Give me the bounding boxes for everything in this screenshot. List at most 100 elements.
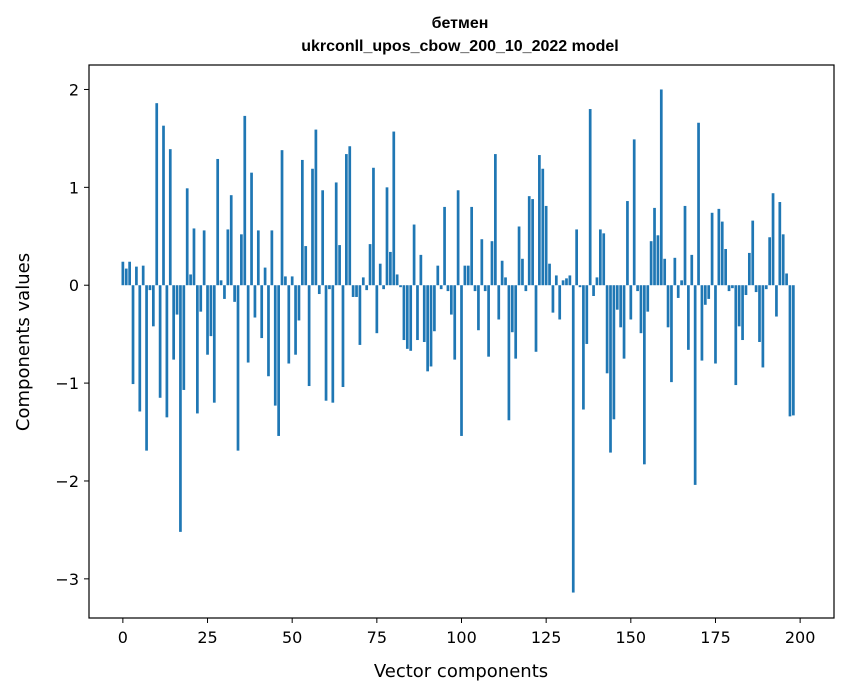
bar bbox=[416, 285, 419, 341]
bar bbox=[568, 275, 572, 286]
bar bbox=[172, 285, 176, 360]
bar bbox=[372, 167, 375, 286]
bar bbox=[734, 285, 738, 386]
bar bbox=[541, 168, 545, 286]
bar bbox=[646, 285, 650, 312]
bar bbox=[287, 285, 291, 364]
bar bbox=[480, 239, 484, 286]
bar bbox=[334, 182, 338, 286]
bar bbox=[775, 285, 778, 317]
bar bbox=[453, 285, 457, 360]
bar bbox=[548, 263, 551, 286]
bar bbox=[212, 285, 216, 403]
bar bbox=[582, 285, 585, 410]
bar bbox=[571, 285, 575, 593]
x-axis-ticks: 0 25 50 75 100 125 150 175 200 bbox=[118, 618, 815, 647]
bar bbox=[433, 285, 436, 332]
bar bbox=[158, 285, 162, 398]
bar bbox=[290, 276, 294, 286]
bar bbox=[233, 285, 236, 302]
bar bbox=[619, 285, 623, 328]
bar bbox=[629, 285, 633, 320]
bar bbox=[588, 109, 592, 286]
bar bbox=[219, 280, 223, 286]
bar bbox=[311, 168, 314, 286]
bar bbox=[612, 285, 616, 420]
bar bbox=[168, 149, 172, 286]
bar bbox=[602, 233, 606, 286]
x-tick-label: 175 bbox=[700, 628, 731, 647]
bar bbox=[524, 285, 528, 292]
bar bbox=[565, 278, 568, 286]
chart-title-line-2: ukrconll_upos_cbow_200_10_2022 model bbox=[301, 38, 618, 55]
bar bbox=[575, 229, 578, 286]
bar bbox=[605, 285, 609, 374]
bar bbox=[670, 285, 673, 383]
bar bbox=[578, 285, 582, 288]
bar bbox=[785, 273, 788, 286]
y-tick-label: 0 bbox=[69, 276, 79, 295]
bar bbox=[598, 229, 602, 286]
bar bbox=[683, 205, 687, 286]
bar bbox=[263, 267, 267, 286]
bar bbox=[527, 196, 531, 286]
bar bbox=[199, 285, 203, 312]
bar bbox=[392, 131, 396, 286]
bar bbox=[463, 265, 467, 286]
bar bbox=[405, 285, 409, 349]
y-axis-ticks: −3 −2 −1 0 1 2 bbox=[55, 80, 89, 589]
bar bbox=[659, 89, 663, 286]
bar bbox=[656, 235, 660, 286]
bar bbox=[487, 285, 490, 357]
bar bbox=[768, 237, 772, 286]
bar bbox=[192, 228, 196, 286]
bar bbox=[558, 285, 562, 320]
bar bbox=[741, 285, 744, 341]
bar bbox=[460, 285, 463, 436]
bar bbox=[494, 154, 497, 286]
bar bbox=[182, 285, 186, 390]
bar bbox=[538, 155, 541, 286]
bar bbox=[731, 285, 734, 289]
bar bbox=[378, 263, 382, 286]
plot-frame bbox=[88, 64, 835, 619]
bar bbox=[649, 241, 653, 286]
bar bbox=[151, 285, 155, 327]
bar bbox=[764, 285, 768, 290]
bar bbox=[507, 285, 511, 421]
bar bbox=[497, 285, 501, 320]
bar bbox=[165, 285, 169, 418]
bar bbox=[389, 251, 392, 286]
bar bbox=[632, 139, 636, 286]
bar bbox=[653, 207, 656, 286]
bar bbox=[145, 285, 148, 451]
bar bbox=[412, 224, 416, 286]
bar bbox=[517, 226, 521, 286]
bar bbox=[514, 285, 518, 359]
bar bbox=[554, 275, 558, 286]
bar bbox=[280, 150, 284, 286]
bar bbox=[788, 285, 792, 417]
bar bbox=[256, 230, 260, 286]
bar bbox=[375, 285, 379, 334]
y-tick-label: −2 bbox=[55, 472, 79, 491]
bar bbox=[714, 285, 717, 364]
bar bbox=[446, 285, 450, 292]
y-tick-label: −3 bbox=[55, 570, 79, 589]
bar bbox=[121, 261, 125, 286]
bar bbox=[206, 285, 209, 355]
bar bbox=[155, 103, 159, 286]
bar bbox=[307, 285, 311, 387]
bar bbox=[504, 277, 507, 286]
y-tick-label: 1 bbox=[69, 178, 79, 197]
y-tick-label: −1 bbox=[55, 374, 79, 393]
x-tick-label: 50 bbox=[282, 628, 302, 647]
bar bbox=[639, 285, 643, 334]
bar bbox=[585, 285, 589, 344]
bar bbox=[744, 285, 748, 296]
bar bbox=[710, 212, 714, 286]
bar bbox=[666, 285, 670, 328]
bar bbox=[717, 208, 721, 286]
bar bbox=[331, 285, 335, 403]
